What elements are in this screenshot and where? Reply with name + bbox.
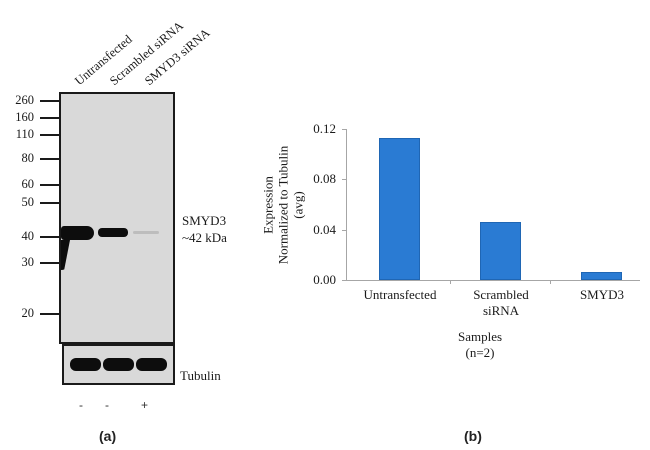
blot-membrane-smyd3 [59, 92, 175, 344]
loading-control-label: Tubulin [180, 368, 221, 383]
x-category-label-line: Scrambled [473, 287, 529, 302]
mw-tick [40, 117, 59, 119]
mw-label: 160 [15, 110, 34, 124]
mw-label: 60 [21, 177, 35, 191]
y-axis-title-line: Normalized to Tubulin [275, 145, 291, 265]
bar-scrambled-sirna [480, 222, 521, 280]
y-axis-title: Expression Normalized to Tubulin (avg) [261, 135, 306, 275]
x-axis [346, 280, 640, 281]
blot-membrane-tubulin [62, 344, 175, 385]
mw-label: 40 [21, 229, 35, 243]
bar-untransfected [379, 138, 420, 280]
x-category-label: Scrambled siRNA [446, 287, 556, 319]
y-axis-title-line: Expression [260, 176, 276, 234]
mw-label: 20 [21, 306, 35, 320]
mw-tick [40, 262, 59, 264]
x-axis-title-line: Samples [457, 329, 503, 344]
y-axis-title-line: (avg) [290, 191, 306, 219]
y-tick-label: 0.08 [313, 171, 336, 186]
band-scrambled-sirna [98, 228, 128, 237]
y-tick [342, 230, 346, 231]
target-protein-label: SMYD3 [182, 213, 227, 228]
treatment-marker: - [105, 398, 109, 412]
x-axis-title-line: (n=2) [465, 345, 495, 360]
panel-label-a: (a) [99, 428, 117, 444]
treatment-marker: + [141, 398, 149, 412]
mw-label: 50 [21, 195, 35, 209]
x-category-label-line: SMYD3 [579, 287, 625, 302]
y-tick-label: 0.00 [313, 272, 336, 287]
y-tick [342, 129, 346, 130]
band-untransfected [61, 226, 94, 240]
mw-label: 260 [15, 93, 34, 107]
bar-smyd3 [581, 272, 622, 280]
mw-label: 110 [15, 127, 34, 141]
y-tick-label: 0.04 [313, 222, 336, 237]
tubulin-band-scrambled-sirna [103, 358, 134, 371]
x-category-label-line: siRNA [482, 303, 520, 318]
mw-tick [40, 236, 59, 238]
y-axis [346, 129, 347, 280]
x-tick [450, 280, 451, 284]
mw-label: 30 [21, 255, 35, 269]
x-category-label: Untransfected [345, 287, 455, 303]
mw-tick [40, 202, 59, 204]
x-axis-title: Samples (n=2) [430, 329, 530, 361]
treatment-marker: - [79, 398, 83, 412]
mw-tick [40, 184, 59, 186]
panel-label-b: (b) [464, 428, 482, 444]
x-tick [550, 280, 551, 284]
band-smyd3-sirna [133, 231, 159, 234]
band-smear [61, 240, 70, 270]
y-tick-label: 0.12 [313, 121, 336, 136]
tubulin-band-smyd3-sirna [136, 358, 167, 371]
y-tick [342, 280, 346, 281]
mw-tick [40, 100, 59, 102]
mw-label: 80 [21, 151, 35, 165]
x-category-label: SMYD3 [547, 287, 650, 303]
mw-tick [40, 313, 59, 315]
target-size-label: ~42 kDa [182, 230, 227, 245]
mw-tick [40, 158, 59, 160]
y-tick [342, 179, 346, 180]
x-category-label-line: Untransfected [363, 287, 437, 302]
mw-tick [40, 134, 59, 136]
tubulin-band-untransfected [70, 358, 101, 371]
